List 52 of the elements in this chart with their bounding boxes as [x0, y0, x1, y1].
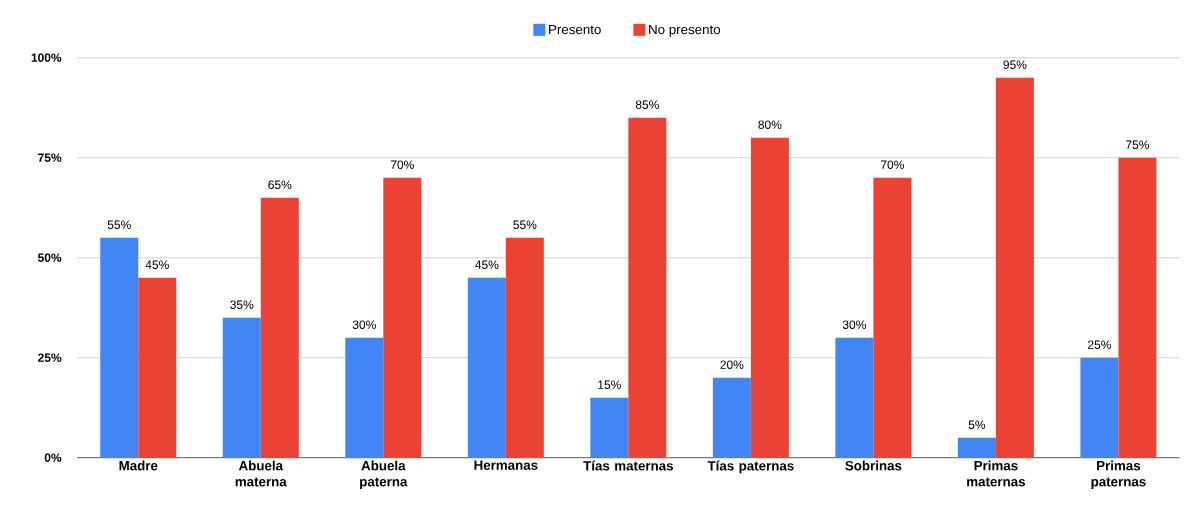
x-tick-label: Abuela paterna: [360, 460, 408, 490]
bar: [467, 277, 506, 458]
data-label: 20%: [720, 360, 744, 369]
bar: [1118, 157, 1157, 458]
bar: [383, 177, 422, 458]
x-tick-label: Primas paternas: [1091, 460, 1146, 490]
x-tick-label: Hermanas: [474, 460, 538, 470]
data-label: 70%: [390, 160, 414, 169]
bar: [1080, 357, 1119, 458]
data-label: 30%: [352, 320, 376, 329]
bar: [873, 177, 912, 458]
x-tick-label: Primas maternas: [967, 460, 1025, 487]
y-tick-label: 75%: [38, 153, 62, 162]
bar: [835, 337, 874, 458]
legend-label: No presento: [649, 24, 721, 37]
y-tick-label: 100%: [31, 53, 62, 62]
bar: [750, 137, 789, 458]
x-tick-label: Madre: [119, 460, 158, 471]
data-label: 75%: [1126, 140, 1149, 149]
legend-label: Presento: [549, 24, 601, 35]
data-label: 45%: [475, 260, 499, 269]
bar: [260, 197, 299, 458]
data-label: 80%: [758, 120, 782, 129]
data-label: 45%: [145, 260, 169, 269]
data-label: 55%: [107, 220, 131, 229]
x-tick-label: Sobrinas: [845, 460, 902, 471]
bar: [957, 437, 996, 458]
data-label: 70%: [880, 160, 904, 169]
y-tick-label: 50%: [37, 253, 62, 262]
data-label: 65%: [268, 180, 292, 189]
bar: [712, 377, 751, 458]
bar: [345, 337, 384, 458]
data-label: 15%: [598, 380, 621, 389]
bar: [628, 117, 667, 458]
bar: [100, 237, 139, 458]
data-label: 35%: [230, 300, 254, 309]
data-label: 30%: [842, 320, 866, 329]
x-tick-label: Tías maternas: [583, 460, 673, 471]
data-label: 5%: [968, 420, 986, 429]
data-label: 55%: [513, 220, 537, 229]
data-label: 95%: [1003, 60, 1027, 69]
bar: [505, 237, 544, 458]
bar: [995, 77, 1034, 458]
bar: [590, 397, 629, 458]
data-label: 85%: [635, 100, 659, 109]
bar: [222, 317, 261, 458]
x-tick-label: Abuela materna: [235, 460, 287, 487]
y-tick-label: 0%: [44, 453, 62, 462]
data-label: 25%: [1088, 340, 1111, 349]
bar: [138, 277, 177, 458]
y-tick-label: 25%: [38, 353, 62, 362]
x-tick-label: Tías paternas: [707, 460, 794, 474]
